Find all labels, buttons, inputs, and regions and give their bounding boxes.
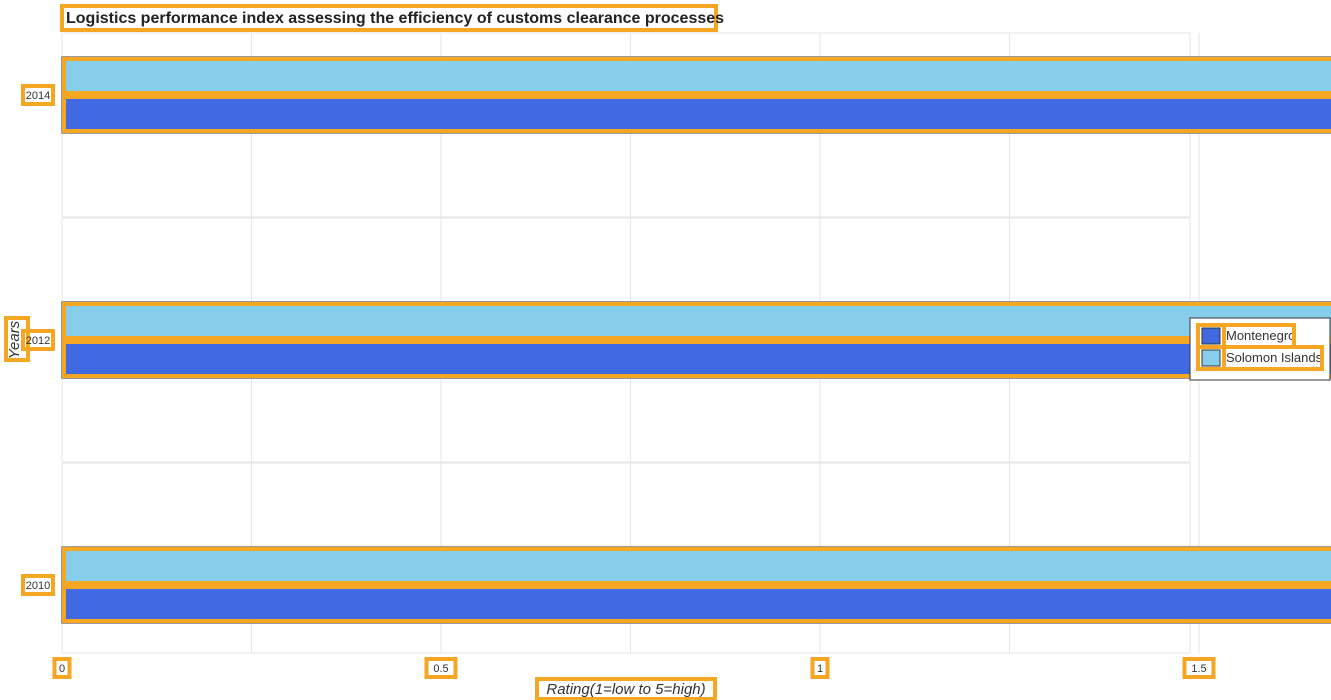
legend-label-highlight-box xyxy=(1222,345,1324,371)
y-tick-highlight-box xyxy=(21,329,55,351)
bar-highlight-box xyxy=(62,340,1331,378)
legend-label: Montenegro xyxy=(1226,328,1295,343)
y-tick-highlight-box xyxy=(21,84,55,106)
bars xyxy=(61,56,1331,624)
x-tick-label: 1.5 xyxy=(1191,663,1206,675)
highlight-boxes xyxy=(4,4,1331,700)
x-tick-highlight-box xyxy=(52,657,72,679)
y-tick-label: 2014 xyxy=(26,90,50,102)
bar-montenegro-2014 xyxy=(61,94,1331,134)
bar-solomon-islands-2012 xyxy=(61,301,1331,341)
bar-highlight-box xyxy=(62,57,1331,95)
x-tick-highlight-box xyxy=(1182,657,1216,679)
bar-highlight-box xyxy=(62,585,1331,623)
x-tick-label: 0 xyxy=(59,663,65,675)
y-tick-label: 2010 xyxy=(26,580,50,592)
y-axis-label: Years xyxy=(6,320,23,359)
y-axis-ticks: 2010 2012 2014 xyxy=(21,84,55,596)
bar-montenegro-2012 xyxy=(61,339,1331,379)
x-axis-label: Rating(1=low to 5=high) xyxy=(546,681,705,698)
bar-highlight-box xyxy=(62,547,1331,585)
legend-label: Solomon Islands xyxy=(1226,350,1323,365)
y-label-highlight-box xyxy=(4,316,30,362)
chart-title: Logistics performance index assessing th… xyxy=(66,10,724,27)
legend-swatch xyxy=(1201,327,1221,345)
y-tick-highlight-box xyxy=(21,574,55,596)
legend: Montenegro Solomon Islands xyxy=(1189,317,1331,381)
x-tick-label: 0.5 xyxy=(433,663,448,675)
x-label-highlight-box xyxy=(535,677,717,700)
x-tick-label: 1 xyxy=(817,663,823,675)
y-tick-label: 2012 xyxy=(26,335,50,347)
x-tick-highlight-box xyxy=(810,657,830,679)
legend-swatch xyxy=(1201,349,1221,367)
x-tick-highlight-box xyxy=(424,657,458,679)
x-axis-ticks: 00.511.522.5 xyxy=(52,657,1216,679)
bar-highlight-box xyxy=(62,95,1331,133)
bar-solomon-islands-2010 xyxy=(61,546,1331,586)
bar-montenegro-2010 xyxy=(61,584,1331,624)
bar-solomon-islands-2014 xyxy=(61,56,1331,96)
title-highlight-box xyxy=(60,4,718,32)
bar-highlight-box xyxy=(62,302,1331,340)
